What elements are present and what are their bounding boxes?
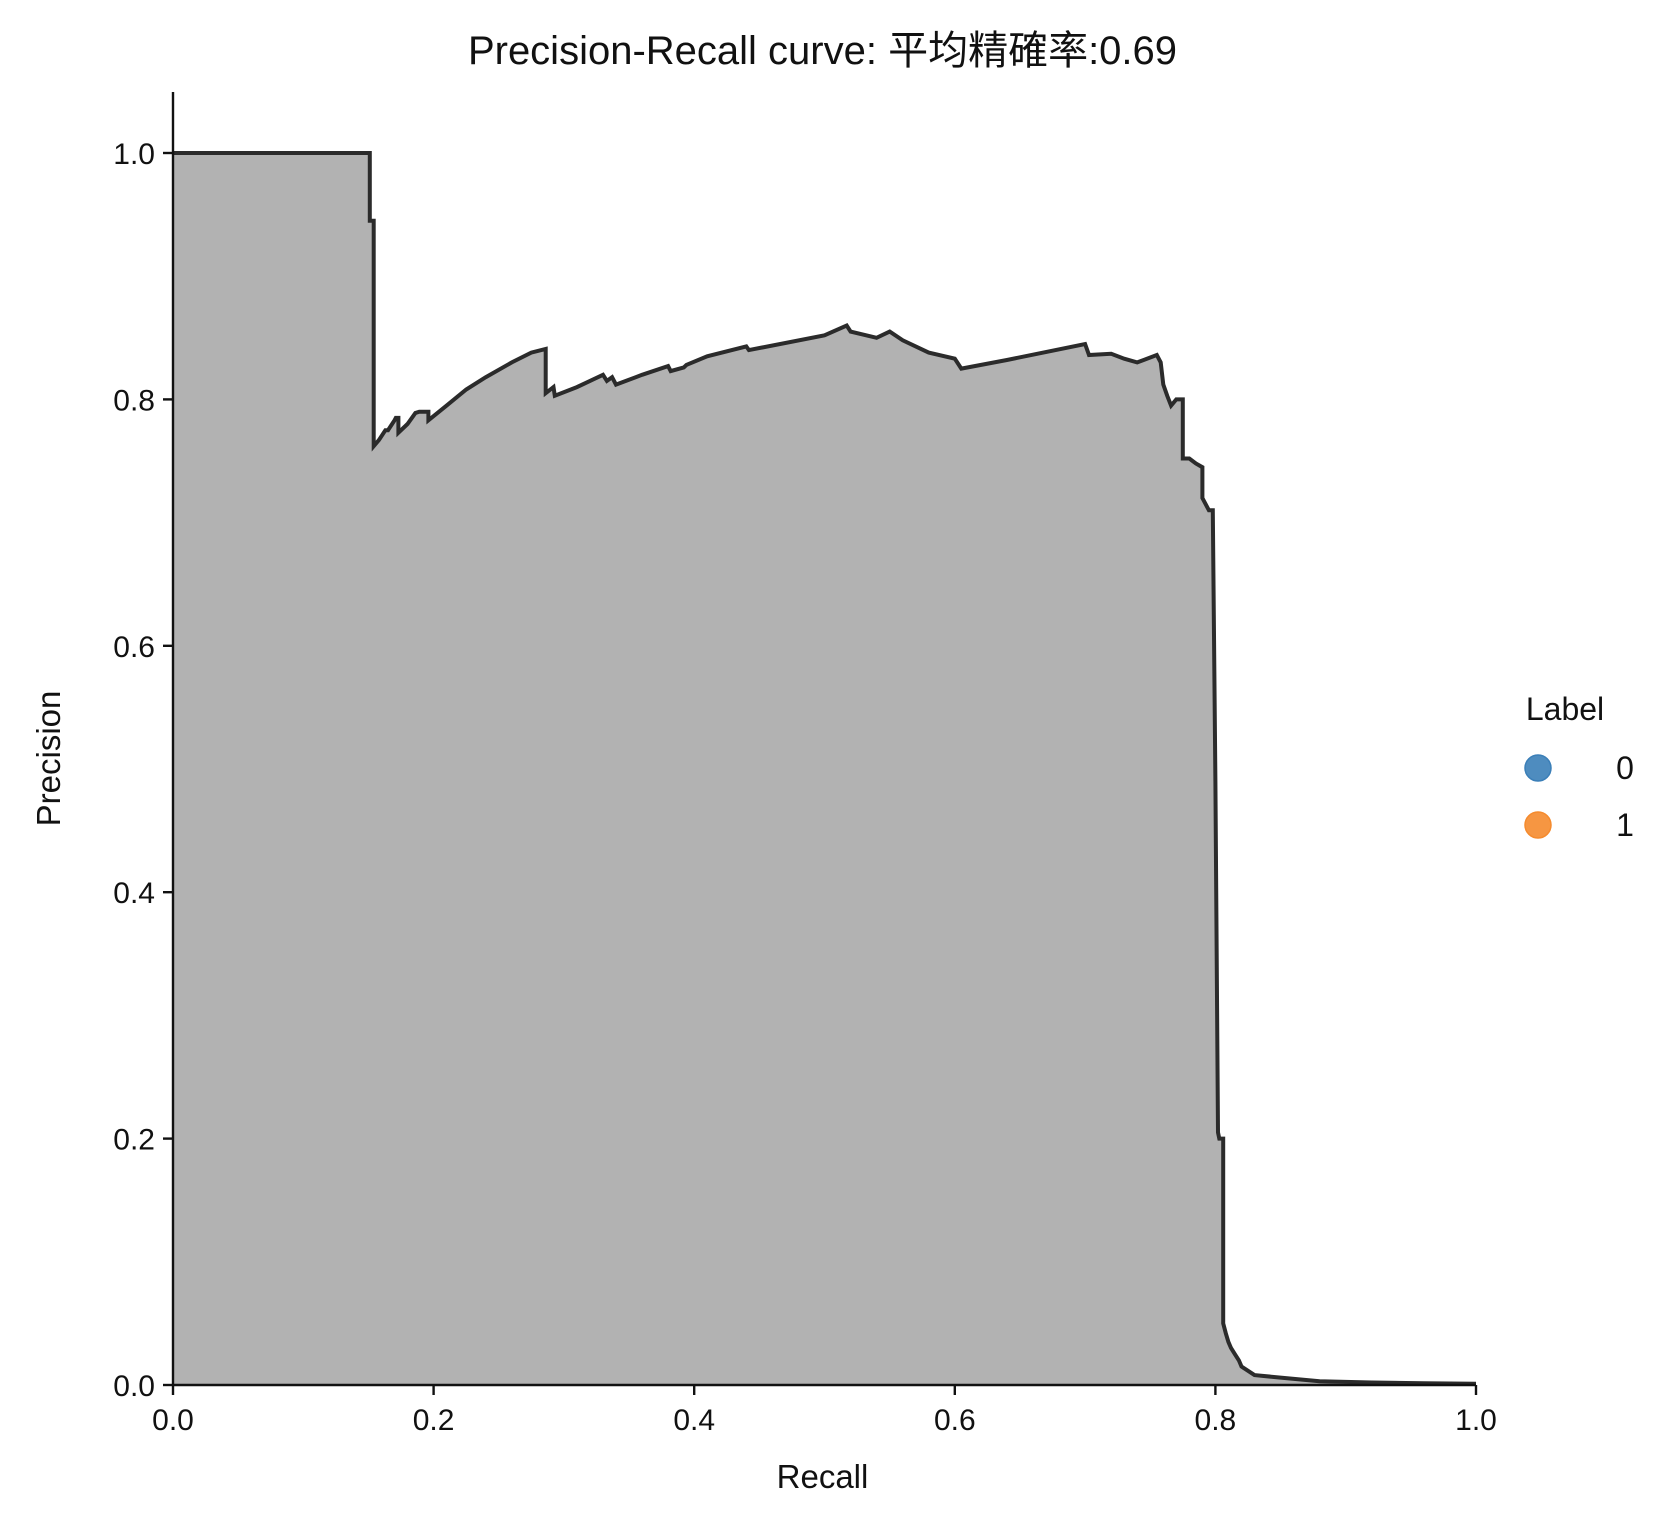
legend-marker	[1524, 811, 1552, 839]
y-tick-label: 1.0	[113, 138, 155, 171]
pr-curve-line	[173, 151, 1477, 1386]
y-axis-label: Precision	[30, 691, 67, 827]
legend: Label 0 1	[1524, 691, 1634, 843]
pr-curve-area	[173, 153, 1476, 1385]
plot-area: 0.0 0.2 0.4 0.6 0.8 1.0 0.0 0.2 0.4 0.6 0.8 1.0	[113, 92, 1497, 1437]
x-tick-label: 0.0	[152, 1404, 194, 1437]
legend-label: 0	[1616, 750, 1634, 786]
y-tick-label: 0.8	[113, 384, 155, 417]
legend-marker	[1524, 754, 1552, 782]
y-tick-label: 0.0	[113, 1370, 155, 1403]
x-tick-label: 0.2	[413, 1404, 455, 1437]
chart-title: Precision-Recall curve: 平均精確率:0.69	[468, 29, 1177, 73]
legend-title: Label	[1526, 691, 1604, 727]
x-tick-label: 0.4	[673, 1404, 715, 1437]
y-tick-label: 0.2	[113, 1124, 155, 1157]
x-tick-label: 0.6	[934, 1404, 976, 1437]
x-axis-label: Recall	[777, 1458, 869, 1495]
x-tick-label: 1.0	[1455, 1404, 1497, 1437]
y-tick-label: 0.4	[113, 877, 155, 910]
legend-label: 1	[1616, 807, 1634, 843]
y-tick-label: 0.6	[113, 631, 155, 664]
x-tick-label: 0.8	[1195, 1404, 1237, 1437]
